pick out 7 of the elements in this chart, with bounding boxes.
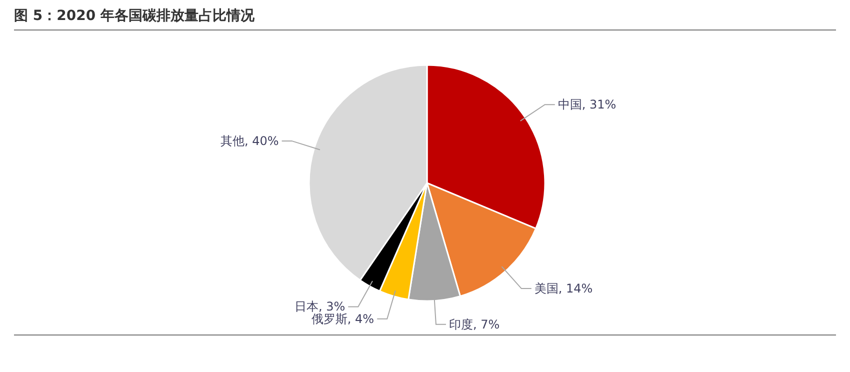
slice-label: 印度, 7%: [448, 317, 500, 332]
slice-label: 其他, 40%: [220, 134, 279, 148]
slice-label: 俄罗斯, 4%: [311, 312, 374, 326]
slice-label: 中国, 31%: [558, 98, 616, 112]
chart-title: 图 5：2020 年各国碳排放量占比情况: [14, 8, 256, 24]
slice-label: 日本, 3%: [294, 300, 346, 314]
slice-label: 美国, 14%: [534, 282, 593, 296]
